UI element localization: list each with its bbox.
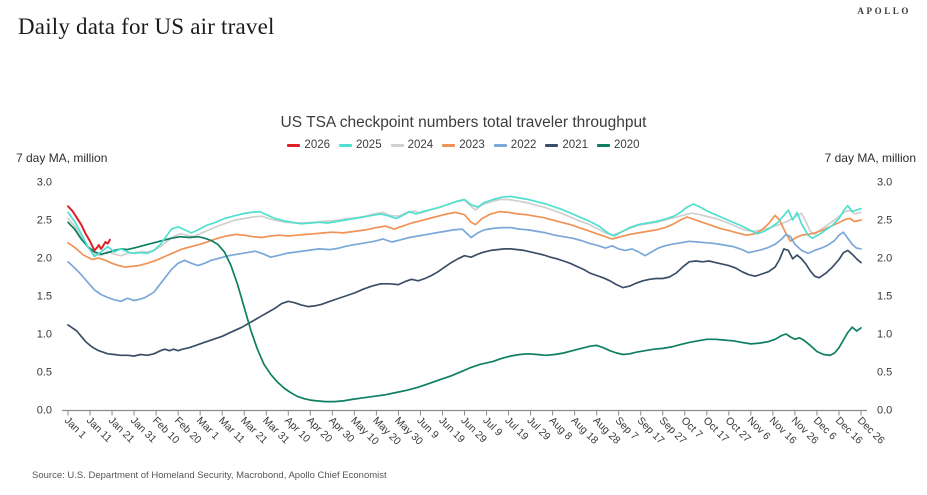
legend-item-2020: 2020 bbox=[596, 139, 640, 151]
legend-item-2022: 2022 bbox=[493, 139, 537, 151]
y-tick-label-right: 0.0 bbox=[877, 405, 892, 417]
x-tick-label: Jul 29 bbox=[524, 415, 552, 443]
y-tick-label-right: 2.0 bbox=[877, 253, 892, 265]
y-tick-label-left: 2.0 bbox=[37, 253, 52, 265]
x-tick-label: Jul 19 bbox=[502, 415, 530, 443]
y-tick-label-left: 3.0 bbox=[37, 177, 52, 189]
page-title: Daily data for US air travel bbox=[18, 14, 275, 39]
y-tick-label-left: 0.5 bbox=[37, 367, 52, 379]
series-line-2020 bbox=[67, 221, 862, 403]
y-tick-label-left: 1.0 bbox=[37, 329, 52, 341]
legend-label: 2022 bbox=[510, 139, 537, 151]
source-note: Source: U.S. Department of Homeland Secu… bbox=[32, 470, 387, 481]
legend-label: 2021 bbox=[562, 139, 588, 151]
legend-swatch-2022 bbox=[493, 143, 507, 147]
legend-label: 2024 bbox=[407, 139, 434, 151]
legend-item-2024: 2024 bbox=[390, 139, 434, 151]
y-tick-label-left: 2.5 bbox=[37, 215, 52, 227]
legend-swatch-2021 bbox=[545, 143, 559, 147]
legend-label: 2025 bbox=[356, 139, 382, 151]
legend-swatch-2024 bbox=[390, 143, 404, 147]
y-axis-unit-left: 7 day MA, million bbox=[16, 151, 108, 165]
y-tick-label-right: 0.5 bbox=[877, 367, 892, 379]
apollo-logo: APOLLO bbox=[857, 6, 911, 16]
x-tick-label: Jan 1 bbox=[62, 415, 89, 442]
y-tick-label-left: 0.0 bbox=[37, 405, 52, 417]
series-line-2026 bbox=[67, 205, 111, 252]
legend-label: 2020 bbox=[613, 139, 640, 151]
series-line-2022 bbox=[67, 226, 862, 303]
chart-title: US TSA checkpoint numbers total traveler… bbox=[280, 114, 647, 131]
legend-label: 2023 bbox=[459, 139, 485, 151]
legend-label: 2026 bbox=[304, 139, 331, 151]
legend-swatch-2025 bbox=[339, 143, 353, 147]
x-tick-label: Aug 8 bbox=[546, 415, 574, 443]
y-axis-unit-right: 7 day MA, million bbox=[824, 151, 916, 165]
chart-legend: 2026 2025 2024 2023 2022 2021 2020 bbox=[0, 139, 927, 151]
legend-item-2026: 2026 bbox=[287, 139, 330, 151]
y-tick-label-right: 1.0 bbox=[877, 329, 892, 341]
legend-swatch-2026 bbox=[287, 143, 301, 147]
legend-item-2025: 2025 bbox=[339, 139, 382, 151]
y-axis-labels: 0.0 0.0 0.5 0.5 1.0 1.0 1.5 1.5 2.0 2.0 2.5 2.5 3.0 3… bbox=[37, 177, 893, 417]
legend-item-2021: 2021 bbox=[545, 139, 588, 151]
series-line-2025 bbox=[67, 195, 862, 258]
y-tick-label-right: 3.0 bbox=[877, 177, 892, 189]
y-tick-label-left: 1.5 bbox=[37, 291, 52, 303]
y-tick-label-right: 1.5 bbox=[877, 291, 892, 303]
y-tick-label-right: 2.5 bbox=[877, 215, 892, 227]
legend-swatch-2023 bbox=[442, 143, 456, 147]
series-line-2023 bbox=[67, 210, 862, 268]
legend-swatch-2020 bbox=[596, 143, 610, 147]
legend-item-2023: 2023 bbox=[442, 139, 485, 151]
series-line-2021 bbox=[67, 248, 862, 357]
